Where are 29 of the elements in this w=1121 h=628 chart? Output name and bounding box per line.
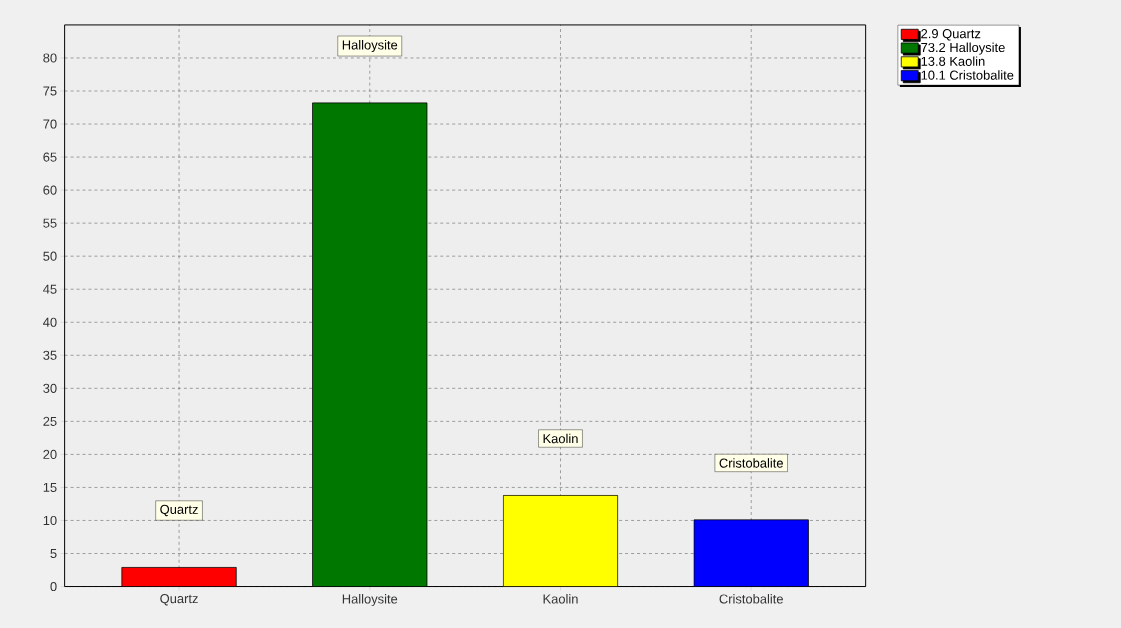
y-tick-label: 65 xyxy=(43,152,57,162)
annotation: Halloysite xyxy=(342,39,398,52)
x-tick-label: Halloysite xyxy=(342,593,398,606)
legend-label: 13.8 Kaolin xyxy=(921,56,985,66)
y-tick-label: 25 xyxy=(43,416,57,426)
x-tick-label: Kaolin xyxy=(543,593,578,604)
y-tick-label: 35 xyxy=(43,350,57,360)
y-tick-label: 55 xyxy=(43,218,57,228)
y-tick-label: 80 xyxy=(43,53,57,63)
legend-label: 2.9 Quartz xyxy=(921,28,981,41)
y-tick-label: 0 xyxy=(50,581,57,591)
y-tick-label: 10 xyxy=(43,515,57,525)
y-tick-label: 70 xyxy=(43,119,57,129)
y-tick-label: 5 xyxy=(50,548,57,558)
y-tick-label: 15 xyxy=(43,482,57,492)
annotation: Quartz xyxy=(160,504,198,517)
y-tick-label: 30 xyxy=(43,383,57,393)
x-tick-label: Cristobalite xyxy=(719,593,783,604)
y-tick-label: 40 xyxy=(43,317,57,327)
annotation: Kaolin xyxy=(543,433,578,444)
x-tick-label: Quartz xyxy=(160,593,198,606)
legend-label: 10.1 Cristobalite xyxy=(921,70,1014,80)
legend-label: 73.2 Halloysite xyxy=(921,42,1005,55)
y-tick-label: 75 xyxy=(43,86,57,96)
annotation: Cristobalite xyxy=(719,457,783,468)
y-tick-label: 50 xyxy=(43,251,57,261)
y-tick-label: 45 xyxy=(43,284,57,294)
y-tick-label: 60 xyxy=(43,185,57,195)
y-tick-label: 20 xyxy=(43,449,57,459)
